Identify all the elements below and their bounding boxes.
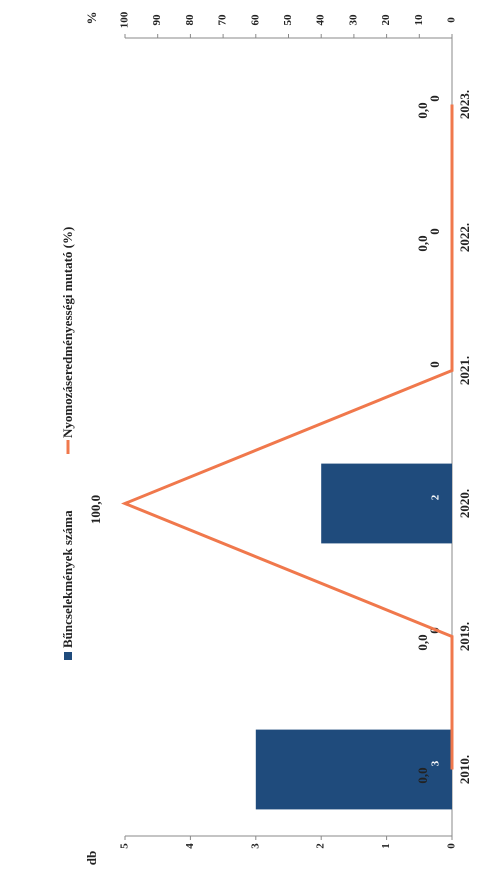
x-tick-label: 2019. bbox=[457, 622, 472, 651]
x-tick-label: 2023. bbox=[457, 90, 472, 119]
line-value-label: 0,0 bbox=[415, 235, 430, 251]
line bbox=[121, 104, 454, 770]
y2-tick-label: 90 bbox=[151, 14, 163, 26]
y2-tick-label: 100 bbox=[119, 11, 131, 28]
bar-value-label: 3 bbox=[430, 760, 442, 766]
y-tick-label: 2 bbox=[315, 843, 327, 849]
y2-tick-label: 60 bbox=[249, 14, 261, 26]
y-tick-label: 1 bbox=[380, 843, 392, 849]
bar bbox=[321, 463, 453, 544]
x-tick-label: 2021. bbox=[457, 356, 472, 385]
bar-value-label: 0 bbox=[427, 228, 442, 235]
bar bbox=[255, 729, 452, 810]
line-value-label: 100,0 bbox=[88, 495, 103, 524]
x-tick-label: 2020. bbox=[457, 489, 472, 518]
x-tick-label: 2022. bbox=[457, 223, 472, 252]
line-value-label: 0,0 bbox=[415, 634, 430, 650]
bar-value-label: 0 bbox=[427, 361, 442, 368]
y2-tick-label: 20 bbox=[380, 14, 392, 26]
y-tick-label: 5 bbox=[119, 843, 131, 849]
y-tick-label: 3 bbox=[249, 843, 261, 849]
y-tick-label: 4 bbox=[184, 843, 196, 849]
legend-label: Bűncselekmények száma bbox=[60, 510, 75, 648]
bar-value-label: 0 bbox=[427, 95, 442, 102]
y2-tick-label: 10 bbox=[413, 14, 425, 26]
legend-label: Nyomozáseredményességi mutató (%) bbox=[60, 227, 75, 438]
y-axis-title: db bbox=[84, 851, 99, 865]
y2-tick-label: 0 bbox=[446, 17, 458, 23]
y2-tick-label: 50 bbox=[282, 14, 294, 26]
y2-tick-label: 80 bbox=[184, 14, 196, 26]
y-tick-label: 0 bbox=[446, 843, 458, 849]
bar-value-label: 2 bbox=[430, 494, 442, 500]
y2-tick-label: 40 bbox=[315, 14, 327, 26]
x-tick-label: 2010. bbox=[457, 755, 472, 784]
y2-axis-title: % bbox=[84, 12, 99, 25]
y2-tick-label: 30 bbox=[347, 14, 359, 26]
y2-tick-label: 70 bbox=[217, 14, 229, 26]
legend-swatch bbox=[64, 652, 72, 660]
line-value-label: 0,0 bbox=[415, 102, 430, 118]
line-value-label: 0,0 bbox=[415, 767, 430, 783]
